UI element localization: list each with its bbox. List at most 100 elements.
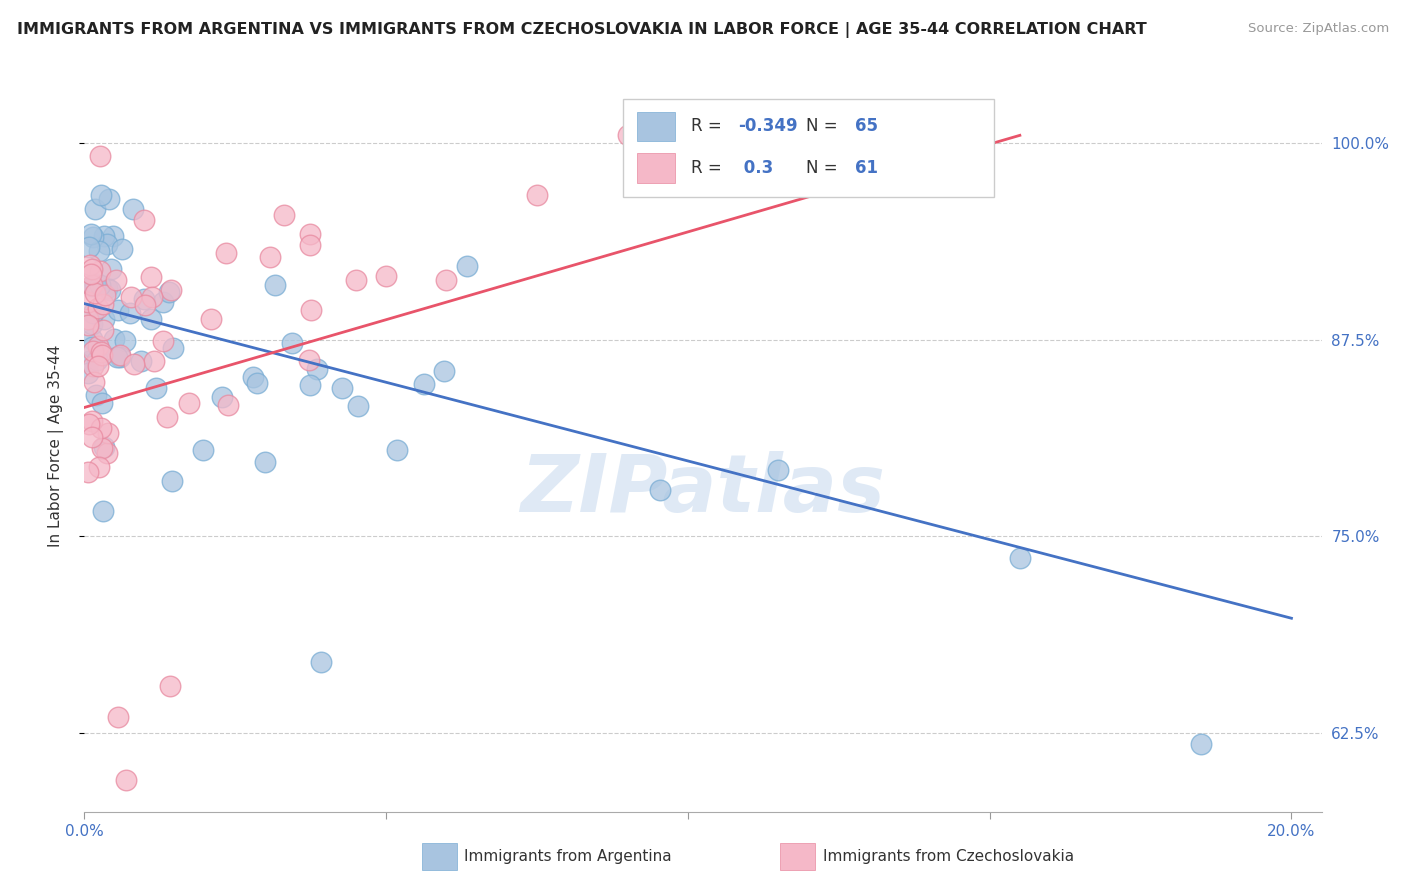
Point bbox=[82, 340, 104, 354]
Point bbox=[84, 388, 107, 402]
Point bbox=[82, 414, 104, 428]
Point bbox=[82, 344, 104, 359]
Bar bbox=[637, 153, 675, 183]
Text: R =: R = bbox=[690, 159, 727, 177]
Point bbox=[93, 228, 115, 243]
Point bbox=[89, 264, 111, 278]
Point bbox=[1008, 550, 1031, 565]
Bar bbox=[637, 112, 675, 141]
Point bbox=[346, 399, 368, 413]
Point bbox=[122, 202, 145, 217]
Point bbox=[298, 377, 321, 392]
Point bbox=[77, 318, 100, 332]
Point bbox=[120, 306, 142, 320]
Point bbox=[82, 359, 104, 374]
Point bbox=[298, 352, 321, 367]
Text: N =: N = bbox=[806, 159, 842, 177]
Text: R =: R = bbox=[690, 118, 727, 136]
Point bbox=[93, 440, 115, 454]
Text: IMMIGRANTS FROM ARGENTINA VS IMMIGRANTS FROM CZECHOSLOVAKIA IN LABOR FORCE | AGE: IMMIGRANTS FROM ARGENTINA VS IMMIGRANTS … bbox=[17, 22, 1147, 38]
Point bbox=[77, 366, 100, 380]
Text: -0.349: -0.349 bbox=[738, 118, 797, 136]
Point bbox=[162, 341, 184, 355]
Text: 61: 61 bbox=[855, 159, 879, 177]
Point bbox=[80, 332, 103, 346]
Point bbox=[83, 376, 105, 390]
Point bbox=[103, 229, 125, 244]
Point bbox=[91, 323, 114, 337]
Point bbox=[385, 443, 408, 458]
Point bbox=[76, 465, 98, 479]
Text: Immigrants from Czechoslovakia: Immigrants from Czechoslovakia bbox=[823, 849, 1074, 863]
Point bbox=[82, 278, 104, 293]
Point bbox=[93, 504, 115, 518]
Point bbox=[305, 361, 328, 376]
Point bbox=[87, 459, 110, 474]
Point bbox=[217, 398, 239, 412]
Point bbox=[96, 281, 118, 295]
Point bbox=[200, 312, 222, 326]
Point bbox=[77, 240, 100, 254]
Point bbox=[456, 259, 478, 273]
Point bbox=[344, 273, 367, 287]
Point bbox=[254, 455, 277, 469]
Point bbox=[309, 655, 332, 669]
Y-axis label: In Labor Force | Age 35-44: In Labor Force | Age 35-44 bbox=[48, 345, 63, 547]
Point bbox=[159, 679, 181, 693]
Point bbox=[299, 302, 322, 317]
Point bbox=[105, 350, 128, 364]
Point bbox=[107, 710, 129, 724]
Point bbox=[87, 359, 110, 373]
Point bbox=[90, 187, 112, 202]
Point bbox=[132, 212, 155, 227]
Point bbox=[141, 312, 163, 326]
Point bbox=[141, 290, 163, 304]
Point bbox=[413, 376, 436, 391]
Point bbox=[82, 261, 104, 276]
Point bbox=[134, 292, 156, 306]
Point bbox=[107, 303, 129, 318]
Point bbox=[96, 236, 118, 251]
Point bbox=[90, 344, 112, 359]
Point bbox=[177, 396, 200, 410]
Point bbox=[87, 244, 110, 258]
Point bbox=[77, 353, 100, 368]
Point bbox=[436, 273, 458, 287]
Point bbox=[145, 381, 167, 395]
Point bbox=[84, 202, 107, 216]
Point bbox=[108, 348, 131, 362]
Point bbox=[82, 318, 104, 332]
Text: 0.3: 0.3 bbox=[738, 159, 773, 177]
Point bbox=[273, 208, 295, 222]
Point bbox=[114, 773, 136, 788]
Point bbox=[103, 332, 125, 346]
Point bbox=[110, 350, 132, 364]
Point bbox=[1189, 737, 1212, 751]
Point bbox=[616, 128, 638, 143]
Point bbox=[79, 417, 101, 431]
Point bbox=[299, 238, 322, 252]
Point bbox=[375, 269, 398, 284]
Point bbox=[87, 301, 110, 315]
Text: Source: ZipAtlas.com: Source: ZipAtlas.com bbox=[1249, 22, 1389, 36]
Point bbox=[90, 421, 112, 435]
Point bbox=[82, 306, 104, 320]
Point bbox=[259, 250, 281, 264]
Text: Immigrants from Argentina: Immigrants from Argentina bbox=[464, 849, 672, 863]
Point bbox=[526, 187, 548, 202]
Point bbox=[96, 446, 118, 460]
Point bbox=[330, 381, 353, 395]
Point bbox=[97, 425, 120, 440]
Point bbox=[152, 295, 174, 310]
Point bbox=[77, 294, 100, 309]
Point bbox=[160, 474, 183, 488]
Text: 65: 65 bbox=[855, 118, 879, 136]
Point bbox=[90, 441, 112, 455]
Point bbox=[89, 278, 111, 293]
Point bbox=[82, 230, 104, 244]
Point bbox=[82, 430, 104, 444]
Text: ZIPatlas: ZIPatlas bbox=[520, 450, 886, 529]
Point bbox=[94, 288, 117, 302]
Point bbox=[157, 285, 180, 299]
Point bbox=[211, 390, 233, 404]
